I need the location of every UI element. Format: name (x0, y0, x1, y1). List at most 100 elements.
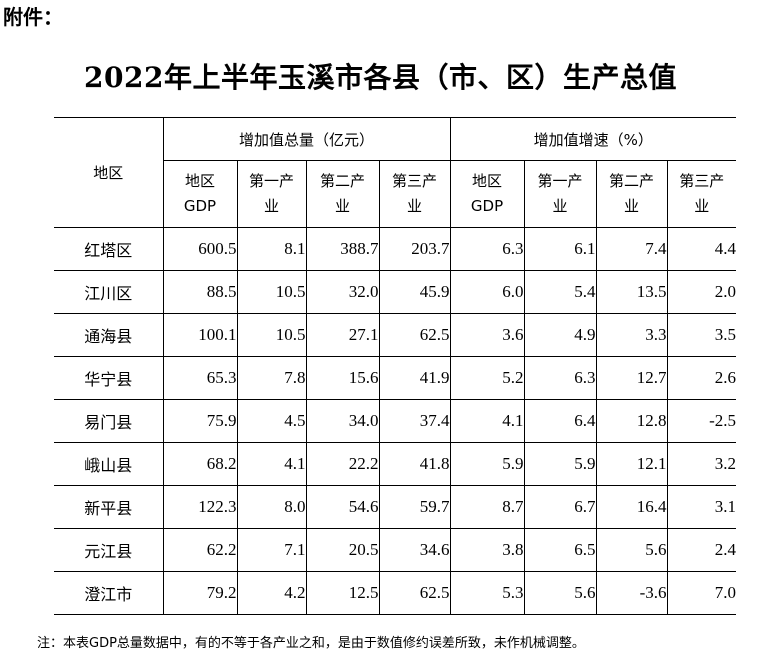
value-cell: 5.2 (449, 356, 525, 400)
value-cell: 59.7 (378, 485, 451, 529)
region-cell: 江川区 (54, 270, 164, 314)
value-cell: 34.0 (305, 399, 380, 443)
region-cell: 元江县 (54, 528, 164, 572)
value-cell: 45.9 (378, 270, 451, 314)
value-cell: 5.4 (523, 270, 597, 314)
value-cell: 122.3 (162, 485, 238, 529)
region-cell: 新平县 (54, 485, 164, 529)
col-header-line: 业 (334, 197, 350, 215)
value-cell: 88.5 (162, 270, 238, 314)
table-row: 澄江市 79.2 4.2 12.5 62.5 5.3 5.6 -3.6 7.0 (54, 571, 737, 615)
value-cell: 3.5 (666, 313, 737, 357)
col-header-line: GDP (183, 197, 217, 215)
table-row: 华宁县 65.3 7.8 15.6 41.9 5.2 6.3 12.7 2.6 (54, 356, 737, 400)
value-cell: 13.5 (595, 270, 668, 314)
value-cell: 8.0 (236, 485, 307, 529)
col-header-line: 业 (552, 197, 568, 215)
region-cell: 易门县 (54, 399, 164, 443)
col-header-total-gdp: 地区 GDP (163, 160, 238, 228)
value-cell: 41.8 (378, 442, 451, 486)
value-cell: 4.5 (236, 399, 307, 443)
value-cell: 62.5 (378, 571, 451, 615)
value-cell: 8.1 (236, 227, 307, 271)
value-cell: 15.6 (305, 356, 380, 400)
value-cell: 7.4 (595, 227, 668, 271)
region-cell: 通海县 (54, 313, 164, 357)
value-cell: 34.6 (378, 528, 451, 572)
col-header-line: 业 (694, 197, 710, 215)
region-header: 地区 (54, 117, 164, 228)
value-cell: 5.3 (449, 571, 525, 615)
value-cell: 7.8 (236, 356, 307, 400)
value-cell: 12.7 (595, 356, 668, 400)
value-cell: 3.1 (666, 485, 737, 529)
table-body: 红塔区 600.5 8.1 388.7 203.7 6.3 6.1 7.4 4.4 江川区 88.5… (54, 227, 737, 615)
table-row: 易门县 75.9 4.5 34.0 37.4 4.1 6.4 12.8 -2.5 (54, 399, 737, 443)
value-cell: 62.2 (162, 528, 238, 572)
value-cell: 20.5 (305, 528, 380, 572)
table-row: 元江县 62.2 7.1 20.5 34.6 3.8 6.5 5.6 2.4 (54, 528, 737, 572)
value-cell: 600.5 (162, 227, 238, 271)
value-cell: 7.0 (666, 571, 737, 615)
value-cell: 22.2 (305, 442, 380, 486)
value-cell: 32.0 (305, 270, 380, 314)
region-cell: 峨山县 (54, 442, 164, 486)
table-row: 通海县 100.1 10.5 27.1 62.5 3.6 4.9 3.3 3.5 (54, 313, 737, 357)
value-cell: 27.1 (305, 313, 380, 357)
col-header-line: 第三产 (679, 172, 725, 190)
group-header-growth: 增加值增速（%） (449, 117, 737, 161)
document-title: 2022年上半年玉溪市各县（市、区）生产总值 (84, 61, 677, 94)
value-cell: 3.2 (666, 442, 737, 486)
value-cell: 68.2 (162, 442, 238, 486)
value-cell: 41.9 (378, 356, 451, 400)
value-cell: 4.1 (236, 442, 307, 486)
col-header-line: 第三产 (392, 172, 438, 190)
col-header-line: 业 (263, 197, 279, 215)
value-cell: 6.1 (523, 227, 597, 271)
value-cell: 6.4 (523, 399, 597, 443)
value-cell: 79.2 (162, 571, 238, 615)
col-header-total-tertiary: 第三产业 (378, 160, 451, 228)
col-header-growth-primary: 第一产业 (523, 160, 597, 228)
value-cell: 3.6 (449, 313, 525, 357)
value-cell: 100.1 (162, 313, 238, 357)
col-header-line: 第一产 (248, 172, 294, 190)
value-cell: 8.7 (449, 485, 525, 529)
value-cell: -3.6 (595, 571, 668, 615)
value-cell: 62.5 (378, 313, 451, 357)
table-row: 江川区 88.5 10.5 32.0 45.9 6.0 5.4 13.5 2.0 (54, 270, 737, 314)
col-header-line: 第二产 (319, 172, 365, 190)
value-cell: 2.6 (666, 356, 737, 400)
value-cell: 5.9 (449, 442, 525, 486)
value-cell: 2.0 (666, 270, 737, 314)
table-row: 峨山县 68.2 4.1 22.2 41.8 5.9 5.9 12.1 3.2 (54, 442, 737, 486)
value-cell: 12.1 (595, 442, 668, 486)
value-cell: 10.5 (236, 313, 307, 357)
region-cell: 华宁县 (54, 356, 164, 400)
col-header-line: 地区 (184, 172, 215, 190)
col-header-growth-secondary: 第二产业 (595, 160, 668, 228)
value-cell: 4.2 (236, 571, 307, 615)
value-cell: 7.1 (236, 528, 307, 572)
value-cell: 6.7 (523, 485, 597, 529)
attachment-label: 附件： (3, 5, 63, 29)
group-header-total: 增加值总量（亿元） (162, 117, 451, 161)
value-cell: 12.8 (595, 399, 668, 443)
value-cell: 4.4 (666, 227, 737, 271)
value-cell: 75.9 (162, 399, 238, 443)
value-cell: 5.6 (523, 571, 597, 615)
value-cell: 4.1 (449, 399, 525, 443)
col-header-line: 业 (407, 197, 423, 215)
col-header-growth-gdp: 地区 GDP (449, 160, 525, 228)
gdp-table: 地区 增加值总量（亿元） 增加值增速（%） 地区 GDP 第一产业 第二产业 第三… (54, 117, 737, 615)
value-cell: 54.6 (305, 485, 380, 529)
value-cell: 3.3 (595, 313, 668, 357)
header-row-columns: 地区 GDP 第一产业 第二产业 第三产业 地区 GDP 第一产业 第二产业 第三产… (54, 160, 737, 228)
value-cell: 5.6 (595, 528, 668, 572)
header-row-groups: 地区 增加值总量（亿元） 增加值增速（%） (54, 117, 737, 228)
value-cell: 37.4 (378, 399, 451, 443)
value-cell: 65.3 (162, 356, 238, 400)
region-cell: 红塔区 (54, 227, 164, 271)
table-header: 地区 增加值总量（亿元） 增加值增速（%） 地区 GDP 第一产业 第二产业 第三… (54, 117, 737, 228)
value-cell: 6.5 (523, 528, 597, 572)
